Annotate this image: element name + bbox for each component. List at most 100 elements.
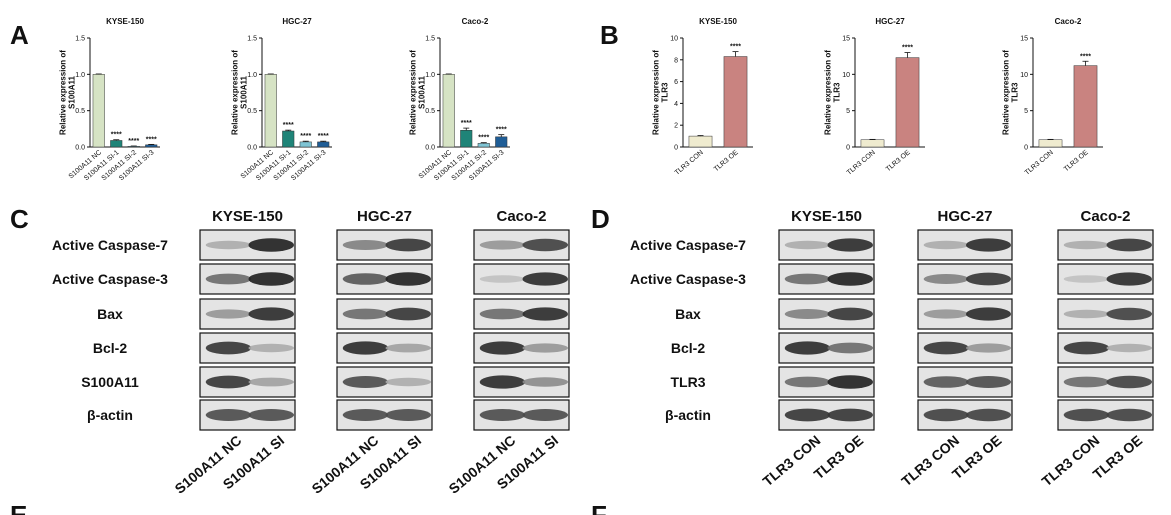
y-tick-label: 15 (842, 36, 850, 43)
chart-title: Caco-2 (1055, 17, 1082, 26)
blot-band (522, 238, 569, 252)
blot-band (923, 274, 969, 284)
blot-strip (778, 298, 875, 330)
chart-1: HGC-27 Relative expression ofS100A11 0.0 0.… (231, 17, 332, 182)
blot-strip (199, 229, 296, 261)
blot-band (965, 376, 1012, 388)
blot-band (205, 273, 252, 285)
blot-band (248, 343, 295, 353)
blot-strip (917, 366, 1013, 398)
significance-label: **** (461, 120, 472, 127)
y-axis-label: Relative expression ofS100A11 (59, 50, 77, 135)
blot-row-label: Bax (97, 306, 123, 322)
blot-band (965, 238, 1012, 252)
blot-strip (778, 366, 875, 398)
panel-letter-a: A (10, 20, 29, 50)
y-tick-label: 8 (674, 57, 678, 64)
y-tick-label: 5 (846, 108, 850, 115)
y-axis-label-line-1: Relative expression of (1002, 50, 1011, 135)
blot-band (385, 343, 432, 353)
blot-cell-line-title: HGC-27 (937, 208, 992, 225)
blot-band (827, 375, 874, 389)
blot-row-label: Active Caspase-3 (630, 271, 746, 287)
blot-band (1106, 238, 1153, 252)
y-axis-label-line-1: Relative expression of (652, 50, 661, 135)
blot-strip (778, 399, 875, 431)
significance-label: **** (1080, 53, 1091, 60)
bar (299, 141, 312, 148)
blot-panel-d: KYSE-150 HGC-27 Caco-2 Active Caspase-7 Acti… (630, 208, 1154, 489)
blot-strip (1057, 332, 1154, 364)
chart-title: Caco-2 (462, 17, 489, 26)
significance-label: **** (902, 45, 913, 52)
bar (264, 74, 277, 148)
y-axis-label-line-2: TLR3 (660, 82, 669, 103)
blot-band (248, 307, 295, 321)
bar (92, 74, 105, 148)
chart-title: HGC-27 (875, 17, 905, 26)
panel-letter-d: D (591, 204, 610, 234)
blot-band (385, 377, 432, 387)
blot-strip (473, 298, 570, 330)
blot-row-label: Bcl-2 (671, 340, 705, 356)
y-tick-label: 0 (846, 145, 850, 152)
blot-lane-label: TLR3 CON (898, 432, 962, 489)
blot-band (1063, 309, 1110, 319)
blot-band (965, 307, 1012, 321)
western-blots: KYSE-150 HGC-27 Caco-2 Active Caspase-7 Acti… (52, 208, 1154, 497)
blot-row-label: Active Caspase-7 (52, 237, 168, 253)
y-tick-label: 1.0 (425, 72, 435, 79)
y-axis-label-line-2: TLR3 (1010, 82, 1019, 103)
blot-strip (778, 332, 875, 364)
y-tick-label: 1.0 (75, 72, 85, 79)
blot-band (1063, 376, 1110, 388)
blot-row-label: Active Caspase-7 (630, 237, 746, 253)
blot-band (522, 343, 569, 353)
blot-band (385, 238, 432, 252)
bar (110, 140, 123, 148)
y-tick-label: 1.5 (425, 36, 435, 43)
blot-band (248, 409, 295, 421)
y-axis-label-line-2: TLR3 (832, 82, 841, 103)
category-label: TLR3 OE (1063, 149, 1090, 173)
bar (1038, 139, 1063, 148)
y-axis-label: Relative expression ofS100A11 (231, 50, 249, 135)
blot-strip (336, 366, 433, 398)
y-axis-label-line-2: S100A11 (67, 75, 76, 108)
blot-band (205, 240, 252, 250)
significance-label: **** (128, 138, 139, 145)
blot-band (965, 272, 1012, 286)
blot-strip (917, 229, 1013, 261)
blot-strip (199, 332, 296, 364)
blot-band (522, 307, 569, 321)
y-axis-label-line-1: Relative expression of (409, 50, 418, 135)
blot-band (342, 240, 389, 250)
y-tick-label: 10 (842, 72, 850, 79)
blot-band (479, 275, 526, 283)
blot-band (205, 409, 252, 421)
panel-letter-f: F (591, 500, 607, 515)
blot-band (342, 376, 389, 388)
blot-band (965, 408, 1012, 422)
blot-band (784, 408, 831, 422)
blot-band (784, 376, 831, 388)
blot-band (385, 409, 432, 421)
blot-band (1106, 343, 1153, 353)
category-label: TLR3 CON (846, 149, 877, 177)
blot-band (827, 408, 874, 422)
panel-letter-e: E (10, 500, 27, 515)
blot-band (1063, 341, 1110, 355)
blot-row-label: TLR3 (671, 374, 706, 390)
blot-strip (917, 332, 1013, 364)
significance-label: **** (300, 133, 311, 140)
blot-band (248, 377, 295, 387)
y-axis-label: Relative expression ofTLR3 (1002, 50, 1020, 135)
bar (688, 135, 713, 148)
blot-band (522, 409, 569, 421)
y-axis-label-line-2: S100A11 (239, 75, 248, 108)
chart-title: KYSE-150 (106, 17, 144, 26)
significance-label: **** (730, 44, 741, 51)
bar (860, 139, 885, 148)
blot-band (205, 341, 252, 355)
blot-row-label: β-actin (87, 407, 133, 423)
